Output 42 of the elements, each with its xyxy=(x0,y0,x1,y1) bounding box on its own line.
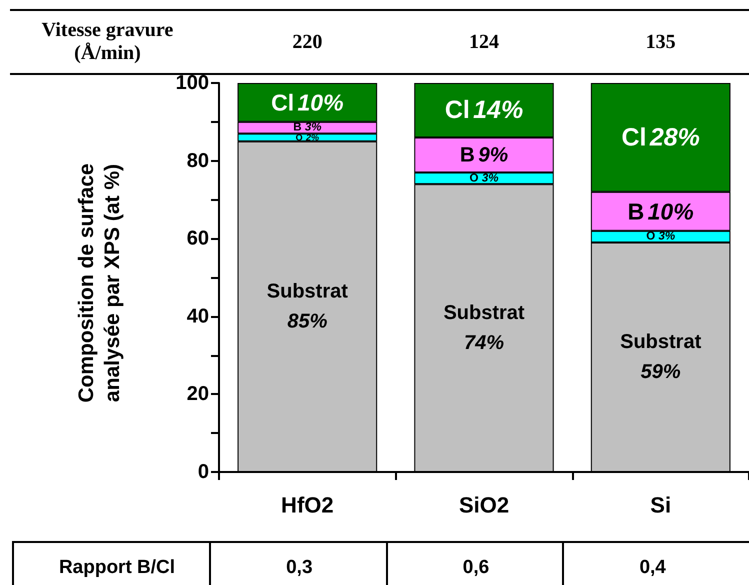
series-label: O xyxy=(470,172,479,184)
data-label: 59% xyxy=(640,361,681,384)
data-label: 28% xyxy=(648,123,700,152)
data-label: 14% xyxy=(473,96,524,124)
data-label: 10% xyxy=(648,198,694,224)
data-label: 3% xyxy=(482,172,498,184)
data-label: 3% xyxy=(304,122,322,134)
data-label: 74% xyxy=(464,332,504,354)
text: Vitesse gravure (Å/min) xyxy=(40,18,174,66)
series-label: Substrat xyxy=(443,302,525,324)
data-label: 9% xyxy=(478,143,508,166)
text: Substrat xyxy=(266,280,348,303)
text: Cl xyxy=(621,123,646,152)
text: O xyxy=(646,230,656,243)
y-tick-label: 100 xyxy=(176,72,209,94)
data-label: 3% xyxy=(658,230,676,243)
text: 0,4 xyxy=(562,543,741,585)
series-label: B xyxy=(293,122,302,134)
x-tick-label: SiO2 xyxy=(458,492,510,518)
text: 220 xyxy=(291,30,324,54)
text: 135 xyxy=(644,30,677,54)
y-tick-label: 80 xyxy=(186,150,209,172)
text: Cl xyxy=(444,96,470,124)
y-tick-label: 40 xyxy=(186,305,209,328)
text: 0,3 xyxy=(209,543,388,585)
text: B xyxy=(628,198,644,224)
series-label: Cl xyxy=(271,89,294,116)
y-tick-label: 60 xyxy=(186,228,209,250)
y-tick-label: 20 xyxy=(186,383,209,406)
y-tick-label: 0 xyxy=(198,461,209,483)
text: O xyxy=(296,132,303,142)
text: B xyxy=(460,143,475,166)
text: Rapport B/Cl xyxy=(58,556,176,580)
data-label: 85% xyxy=(287,310,328,333)
x-tick-label: Si xyxy=(650,492,672,518)
data-label: 10% xyxy=(297,89,344,116)
data-label: 2% xyxy=(304,132,320,142)
y-axis-title: Composition de surface analysée par XPS (at %) xyxy=(74,162,125,405)
text: Substrat xyxy=(620,331,702,354)
x-tick-label: HfO2 xyxy=(281,492,334,518)
text: 124 xyxy=(468,30,500,54)
text: 0,6 xyxy=(386,543,564,585)
